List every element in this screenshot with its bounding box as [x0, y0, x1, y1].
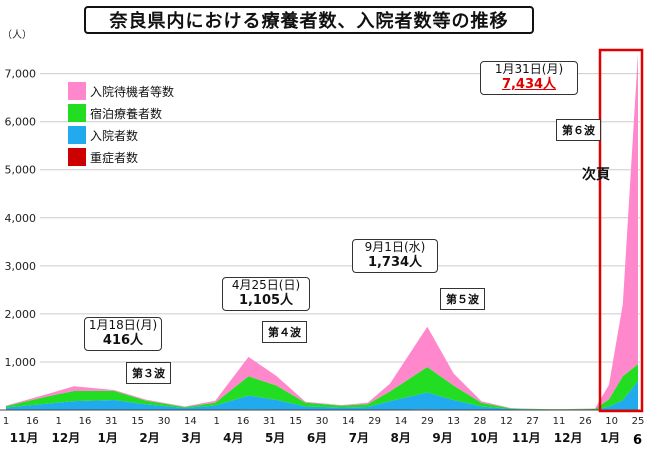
y-tick-label: 2,000 [5, 308, 37, 321]
legend-swatch [68, 104, 86, 122]
x-month-label: 11月 [512, 431, 541, 445]
x-day-tick-label: 29 [421, 416, 434, 427]
callout-date: 1月18日(月) [88, 318, 158, 332]
legend-swatch [68, 82, 86, 100]
legend-item: 宿泊療養者数 [68, 102, 174, 124]
callout-value: 7,434人 [501, 77, 557, 92]
x-day-tick-label: 30 [158, 416, 171, 427]
x-day-tick-label: 1 [213, 416, 219, 427]
callout-date: 9月1日(水) [364, 240, 426, 254]
y-tick-label: 5,000 [5, 164, 37, 177]
y-tick-label: 7,000 [5, 68, 37, 81]
x-month-label: 4月 [223, 431, 243, 445]
y-axis-ticks: 1,000 2,000 3,000 4,000 5,000 6,000 7,000 （人） [2, 29, 36, 369]
x-month-label: 9月 [432, 431, 452, 445]
x-day-tick-label: 1 [3, 416, 9, 427]
y-tick-label: 6,000 [5, 116, 37, 129]
x-day-tick-label: 30 [316, 416, 329, 427]
x-day-tick-label: 15 [289, 416, 302, 427]
chart-title: 奈良県内における療養者数、入院者数等の推移 [84, 6, 534, 34]
x-day-tick-label: 25 [632, 416, 645, 427]
y-unit-label: （人） [2, 29, 32, 41]
callout-wave-4-peak: 4月25日(日) 1,105人 [222, 277, 310, 311]
x-month-label: 12月 [554, 431, 583, 445]
callout-wave-3-peak: 1月18日(月) 416人 [84, 317, 162, 351]
x-day-tick-label: 31 [105, 416, 118, 427]
x-day-tick-label: 16 [26, 416, 39, 427]
x-day-tick-label: 27 [526, 416, 539, 427]
legend-item: 入院者数 [68, 124, 174, 146]
x-month-label: 2月 [139, 431, 159, 445]
next-page-note: 次頁 [582, 167, 610, 183]
x-day-tick-label: 10 [605, 416, 618, 427]
callout-date: 1月31日(月) [494, 62, 564, 76]
x-month-label: 5月 [265, 431, 285, 445]
legend-swatch [68, 126, 86, 144]
x-day-tick-label: 29 [368, 416, 381, 427]
x-day-tick-label: 13 [447, 416, 460, 427]
x-day-tick-label: 12 [500, 416, 513, 427]
area-入院者数 [6, 380, 638, 410]
callout-value: 416人 [102, 333, 144, 348]
wave-3-label: 第３波 [126, 362, 171, 384]
x-axis-ticks: 1 16 1 16 31 15 30 14 1 16 31 15 30 14 29 14 29 13 28 12 27 1… [3, 416, 645, 445]
wave-6-label: 第６波 [556, 119, 601, 141]
callout-value: 1,734人 [367, 255, 423, 270]
x-day-tick-label: 16 [79, 416, 92, 427]
callout-date: 4月25日(日) [231, 278, 301, 292]
legend: 入院待機者等数 宿泊療養者数 入院者数 重症者数 [68, 80, 174, 168]
x-day-tick-label: 14 [395, 416, 408, 427]
x-day-tick-label: 16 [237, 416, 250, 427]
grid-lines [40, 73, 640, 363]
y-tick-label: 1,000 [5, 356, 37, 369]
x-month-label: 6月 [307, 431, 327, 445]
x-day-tick-label: 28 [474, 416, 487, 427]
wave-5-label: 第５波 [440, 288, 485, 310]
x-month-label: 3月 [181, 431, 201, 445]
legend-label: 入院者数 [90, 128, 139, 143]
x-day-tick-label: 31 [263, 416, 276, 427]
page-number: 6 [632, 433, 642, 448]
legend-item: 重症者数 [68, 146, 174, 168]
legend-label: 入院待機者等数 [90, 84, 175, 99]
sixth-wave-highlight-box [598, 48, 644, 413]
x-day-tick-label: 26 [579, 416, 592, 427]
callout-wave-6-peak: 1月31日(月) 7,434人 [480, 61, 578, 95]
y-tick-label: 3,000 [5, 260, 37, 273]
x-month-label: 8月 [391, 431, 411, 445]
x-day-tick-label: 14 [184, 416, 197, 427]
callout-wave-5-peak: 9月1日(水) 1,734人 [352, 239, 438, 273]
legend-swatch [68, 148, 86, 166]
x-day-tick-label: 1 [55, 416, 61, 427]
x-month-label: 1月 [600, 431, 620, 445]
x-month-label: 11月 [10, 431, 39, 445]
y-tick-label: 4,000 [5, 212, 37, 225]
x-month-label: 10月 [470, 431, 499, 445]
callout-value: 1,105人 [238, 293, 294, 308]
legend-label: 重症者数 [90, 150, 139, 165]
x-day-tick-label: 14 [342, 416, 355, 427]
legend-label: 宿泊療養者数 [90, 106, 163, 121]
x-month-label: 7月 [349, 431, 369, 445]
legend-item: 入院待機者等数 [68, 80, 174, 102]
x-month-label: 12月 [52, 431, 81, 445]
x-day-tick-label: 15 [131, 416, 144, 427]
x-day-tick-label: 11 [553, 416, 566, 427]
x-month-label: 1月 [98, 431, 118, 445]
wave-4-label: 第４波 [262, 321, 307, 343]
